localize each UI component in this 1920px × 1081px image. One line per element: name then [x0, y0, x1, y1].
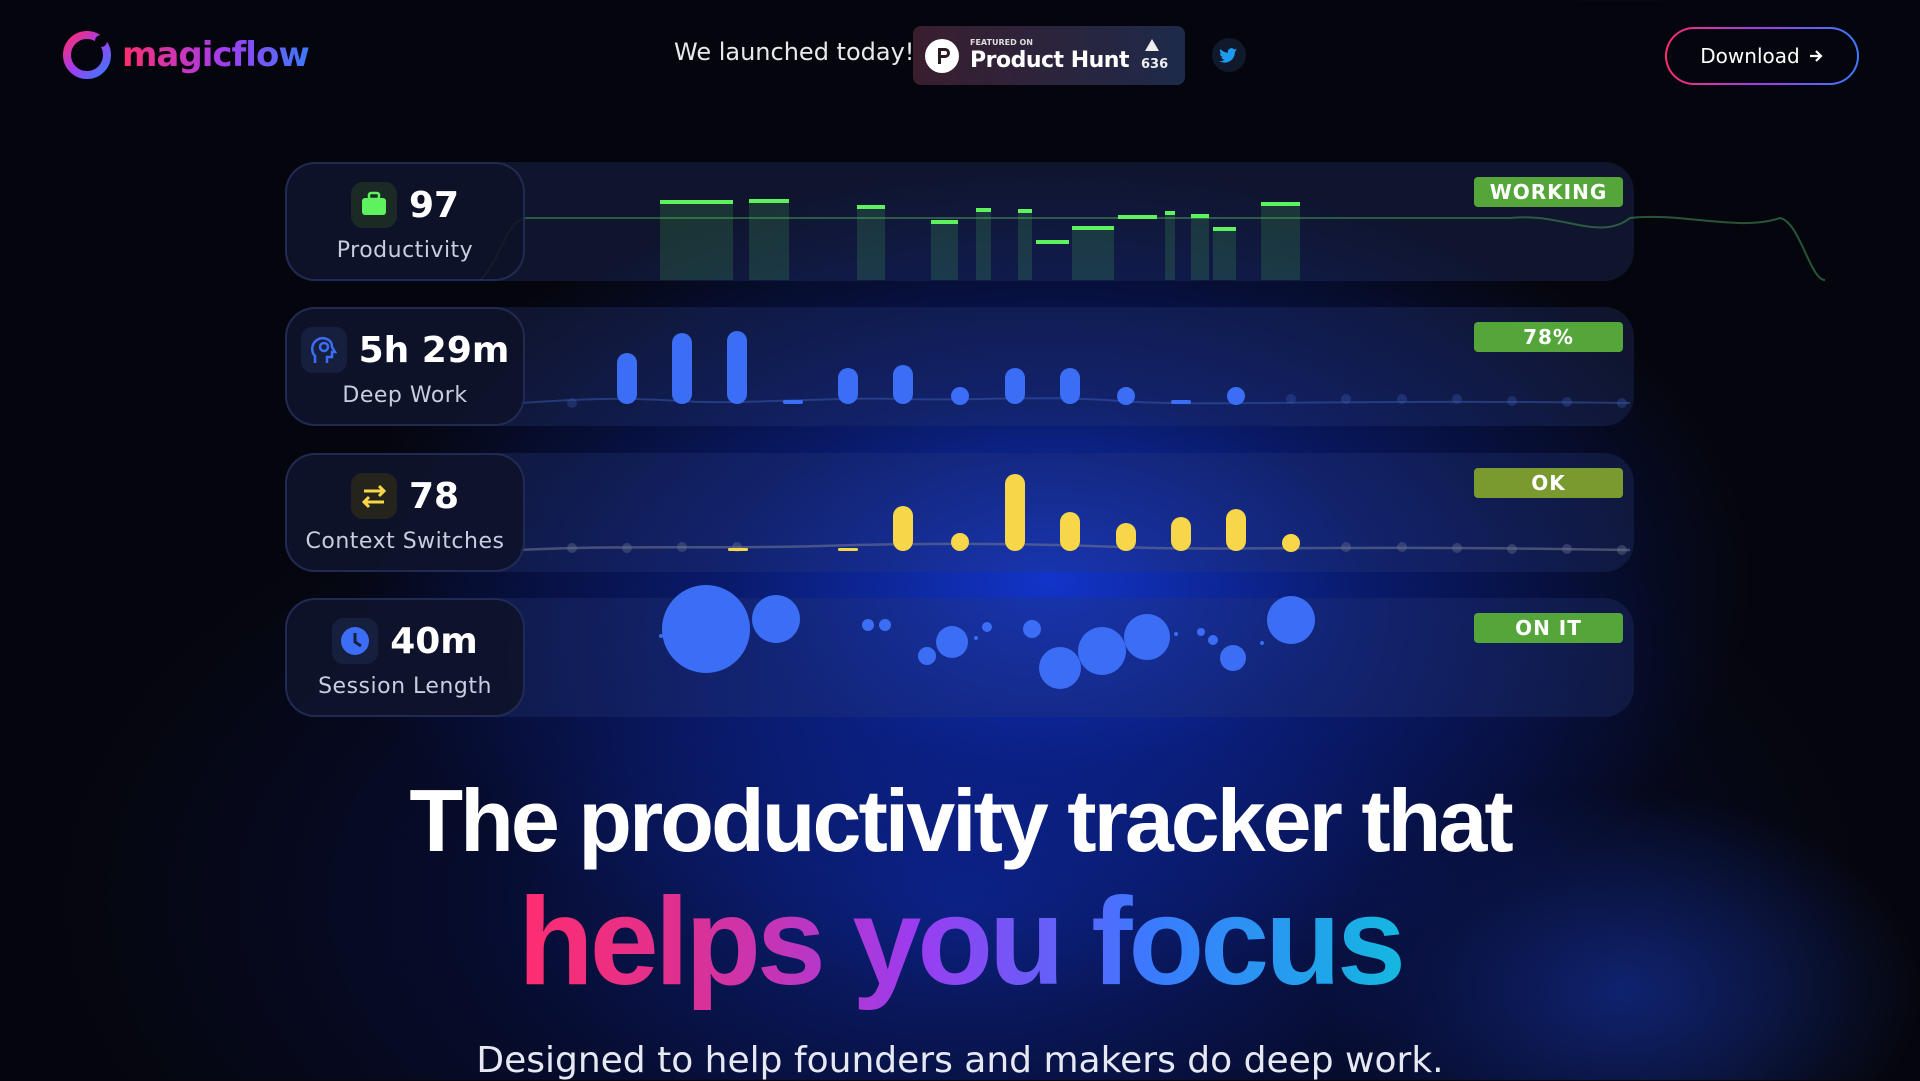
logo[interactable]: magicflow: [60, 28, 310, 82]
product-hunt-votes: 636: [1141, 57, 1169, 72]
twitter-link[interactable]: [1212, 38, 1246, 72]
product-hunt-name: Product Hunt: [970, 48, 1129, 73]
switch-icon: [350, 473, 397, 519]
hero-subtitle: Designed to help founders and makers do …: [476, 1040, 1444, 1081]
metric-value: 5h 29m: [358, 329, 510, 371]
head-icon: [300, 327, 347, 373]
status-badge: OK: [1474, 468, 1623, 498]
metric-value: 78: [408, 475, 460, 517]
metric-card[interactable]: 78 Context Switches: [285, 453, 525, 572]
metric-label: Context Switches: [305, 529, 505, 554]
product-hunt-p: [938, 48, 950, 64]
hero-title: The productivity tracker that: [409, 771, 1513, 870]
status-badge: ON IT: [1474, 613, 1623, 643]
product-hunt-featured: FEATURED ON: [970, 38, 1033, 47]
hero-highlight-text: helps you focus: [518, 873, 1406, 1011]
announcement: We launched today!: [674, 38, 915, 66]
status-badge: WORKING: [1474, 177, 1623, 207]
metric-label: Session Length: [318, 674, 492, 699]
twitter-icon: [1219, 48, 1237, 63]
metric-label: Productivity: [336, 238, 474, 263]
product-hunt-logo: [925, 39, 959, 73]
productivity-chart: [479, 199, 1826, 281]
metric-value: 97: [408, 184, 460, 226]
session-chart: [659, 585, 1315, 689]
metric-value: 40m: [390, 620, 478, 662]
product-hunt-badge[interactable]: FEATURED ON Product Hunt 636: [913, 26, 1185, 85]
briefcase-icon: [350, 182, 397, 228]
metric-card[interactable]: 5h 29m Deep Work: [285, 307, 525, 426]
clock-icon: [332, 618, 379, 664]
logo-text: magicflow: [122, 35, 310, 75]
logo-icon: [63, 31, 111, 79]
download-label: Download: [1700, 44, 1800, 68]
deep-work-chart: [519, 331, 1631, 408]
upvote-arrow: [1145, 39, 1159, 51]
hero-highlight: helps you focus: [0, 872, 1920, 1012]
metric-card[interactable]: 40m Session Length: [285, 598, 525, 717]
arrow-icon: [1809, 50, 1823, 62]
metric-label: Deep Work: [342, 383, 468, 408]
context-switch-chart: [519, 474, 1631, 555]
status-badge: 78%: [1474, 322, 1623, 352]
metric-card[interactable]: 97 Productivity: [285, 162, 525, 281]
download-button[interactable]: Download: [1665, 27, 1859, 85]
